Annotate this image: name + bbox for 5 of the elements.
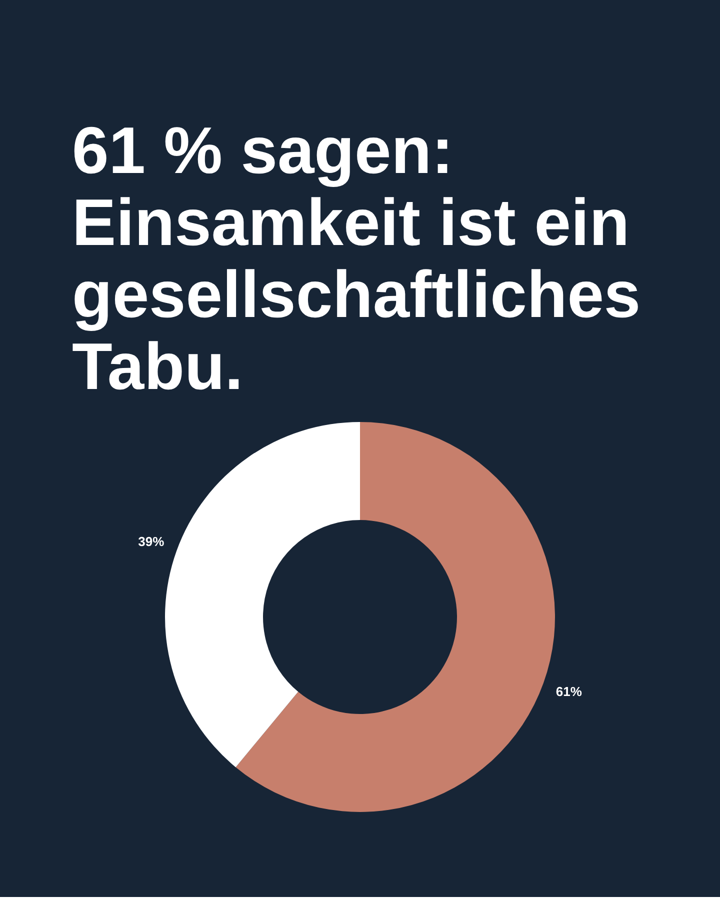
chart-title: 61 % sagen: Einsamkeit ist ein gesellschaftliches Tabu. [72, 113, 641, 403]
donut-slice [236, 422, 555, 812]
donut-slice [165, 422, 360, 768]
data-label: 61% [556, 684, 582, 700]
data-label: 39% [138, 534, 165, 549]
